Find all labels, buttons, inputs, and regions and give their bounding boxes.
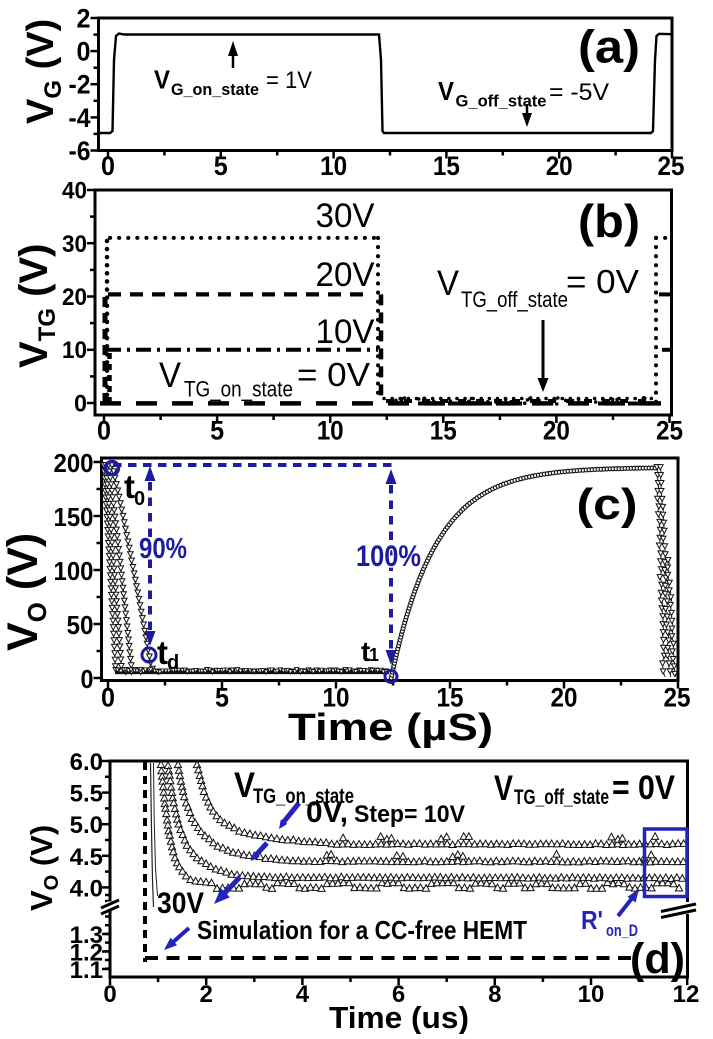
svg-text:G_on_state: G_on_state xyxy=(171,80,259,99)
svg-text:V: V xyxy=(438,76,455,106)
svg-text:0: 0 xyxy=(74,391,87,418)
svg-text:0: 0 xyxy=(97,416,111,446)
svg-text:t: t xyxy=(361,636,370,667)
svg-text:TG_on_state: TG_on_state xyxy=(184,377,293,402)
svg-text:0V,: 0V, xyxy=(306,796,348,829)
svg-text:= 0V: = 0V xyxy=(566,263,639,300)
svg-text:1.2: 1.2 xyxy=(70,940,103,967)
svg-text:40: 40 xyxy=(62,178,87,205)
svg-text:0: 0 xyxy=(77,37,91,67)
svg-text:1.1: 1.1 xyxy=(70,957,103,984)
svg-text:5.0: 5.0 xyxy=(70,812,103,839)
svg-text:t: t xyxy=(124,468,135,505)
svg-text:25: 25 xyxy=(664,683,691,713)
svg-text:0: 0 xyxy=(81,664,94,694)
svg-text:0: 0 xyxy=(101,683,115,713)
svg-text:d: d xyxy=(167,652,179,674)
svg-text:= 0V: = 0V xyxy=(612,769,675,807)
svg-text:V: V xyxy=(234,766,256,805)
svg-text:100%: 100% xyxy=(356,540,421,573)
svg-text:(c): (c) xyxy=(577,480,638,529)
svg-text:50: 50 xyxy=(67,610,94,640)
svg-text:30: 30 xyxy=(62,231,87,258)
svg-text:20: 20 xyxy=(546,151,573,181)
svg-text:200: 200 xyxy=(54,448,94,478)
svg-text:6.0: 6.0 xyxy=(70,749,103,776)
svg-text:= -5V: = -5V xyxy=(549,79,609,106)
svg-text:1: 1 xyxy=(369,645,379,665)
svg-text:0: 0 xyxy=(103,981,116,1008)
svg-text:10: 10 xyxy=(62,337,87,364)
svg-text:VTG (V): VTG (V) xyxy=(12,244,61,368)
svg-text:TG_on_state: TG_on_state xyxy=(253,785,354,808)
svg-text:20: 20 xyxy=(551,683,578,713)
svg-text:R': R' xyxy=(581,905,603,935)
svg-text:TG_off_state: TG_off_state xyxy=(514,786,609,809)
svg-text:20V: 20V xyxy=(316,256,375,294)
svg-text:15: 15 xyxy=(430,416,457,446)
svg-text:V: V xyxy=(159,356,182,395)
svg-text:Time (us): Time (us) xyxy=(329,1000,469,1034)
svg-text:V: V xyxy=(437,264,460,303)
svg-text:6: 6 xyxy=(392,981,405,1008)
svg-text:4: 4 xyxy=(296,981,310,1008)
svg-text:V: V xyxy=(154,65,171,95)
svg-text:10: 10 xyxy=(323,683,350,713)
svg-text:10: 10 xyxy=(320,151,347,181)
svg-text:5: 5 xyxy=(215,683,229,713)
svg-text:20: 20 xyxy=(543,416,570,446)
svg-text:-2: -2 xyxy=(69,70,91,100)
svg-text:TG_off_state: TG_off_state xyxy=(461,287,568,312)
svg-text:VO (V): VO (V) xyxy=(24,825,63,911)
svg-text:4.5: 4.5 xyxy=(70,844,103,871)
svg-text:= 0V: = 0V xyxy=(297,356,370,393)
svg-text:VG (V): VG (V) xyxy=(20,19,67,124)
svg-text:12: 12 xyxy=(673,981,700,1008)
svg-text:25: 25 xyxy=(656,416,683,446)
svg-text:on_D: on_D xyxy=(606,921,638,940)
svg-text:-6: -6 xyxy=(69,136,91,166)
svg-text:10: 10 xyxy=(578,981,605,1008)
svg-text:100: 100 xyxy=(54,556,94,586)
svg-text:(b): (b) xyxy=(578,195,640,247)
svg-text:(d): (d) xyxy=(630,935,685,983)
svg-text:5: 5 xyxy=(214,151,228,181)
svg-text:15: 15 xyxy=(437,683,464,713)
svg-text:-4: -4 xyxy=(69,103,91,133)
svg-text:VO (V): VO (V) xyxy=(0,533,52,651)
svg-text:2: 2 xyxy=(200,981,213,1008)
svg-text:5: 5 xyxy=(210,416,224,446)
svg-text:= 1V: = 1V xyxy=(266,67,312,94)
svg-text:10: 10 xyxy=(317,416,344,446)
svg-text:2: 2 xyxy=(77,4,91,34)
svg-text:8: 8 xyxy=(488,981,501,1008)
svg-text:V: V xyxy=(494,769,514,808)
svg-text:25: 25 xyxy=(658,151,685,181)
svg-text:30V: 30V xyxy=(157,887,204,920)
svg-text:(a): (a) xyxy=(578,21,640,73)
svg-text:Simulation for a CC-free HEMT: Simulation for a CC-free HEMT xyxy=(197,915,527,945)
svg-text:90%: 90% xyxy=(139,533,187,565)
svg-text:t: t xyxy=(157,634,168,671)
svg-text:4.0: 4.0 xyxy=(70,875,103,902)
svg-text:20: 20 xyxy=(62,284,87,311)
svg-text:30V: 30V xyxy=(316,197,375,235)
svg-text:15: 15 xyxy=(433,151,460,181)
svg-text:G_off_state: G_off_state xyxy=(456,92,547,111)
svg-text:Step= 10V: Step= 10V xyxy=(354,801,465,828)
svg-text:Time (µS): Time (µS) xyxy=(288,707,493,749)
svg-text:0: 0 xyxy=(101,151,115,181)
svg-text:150: 150 xyxy=(54,502,94,532)
svg-text:10V: 10V xyxy=(316,313,375,351)
svg-text:5.5: 5.5 xyxy=(70,781,103,808)
svg-text:1.3: 1.3 xyxy=(70,922,103,949)
svg-text:0: 0 xyxy=(134,488,145,510)
